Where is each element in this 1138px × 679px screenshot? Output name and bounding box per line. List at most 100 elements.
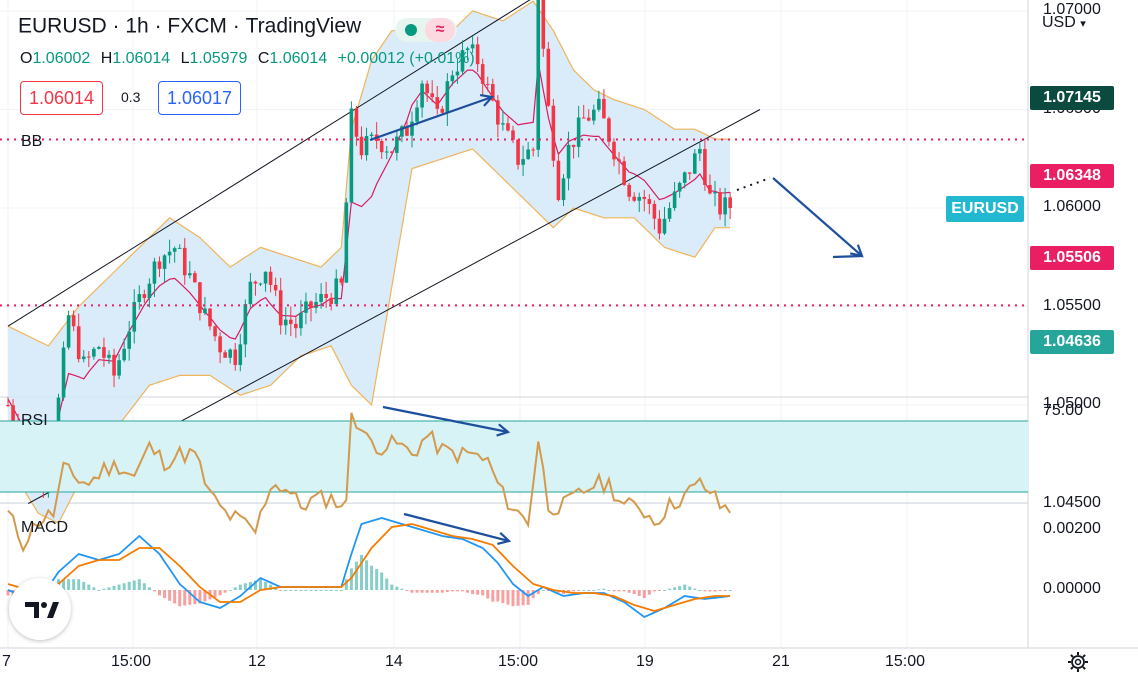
currency-selector[interactable]: USD ▾	[1042, 14, 1086, 32]
sell-button[interactable]: 1.06014	[20, 81, 104, 115]
macd-histogram-bar	[531, 590, 535, 599]
candle	[627, 184, 631, 197]
macd-histogram-bar	[461, 590, 464, 592]
candle	[203, 308, 207, 314]
candle	[506, 123, 510, 131]
macd-indicator-label[interactable]: MACD	[21, 519, 69, 536]
macd-axis-tick: 0.00000	[1043, 580, 1101, 597]
bb-indicator-label[interactable]: BB	[21, 133, 43, 150]
candle	[556, 160, 561, 201]
candle	[571, 144, 576, 147]
macd-histogram-bar	[294, 590, 298, 591]
candle	[122, 348, 126, 361]
candle	[243, 304, 248, 345]
time-axis-tick: 15:00	[498, 653, 539, 670]
macd-histogram-bar	[198, 590, 202, 604]
spread-value: 0.3	[121, 89, 141, 105]
candle	[703, 148, 707, 185]
macd-histogram-bar	[632, 590, 636, 595]
candle	[127, 331, 131, 349]
candle	[465, 48, 470, 51]
price-axis-tick: 1.05500	[1043, 296, 1101, 314]
bollinger-band-fill	[8, 1, 731, 524]
macd-histogram-bar	[718, 590, 722, 592]
macd-histogram-bar	[67, 579, 71, 590]
macd-histogram-bar	[526, 590, 530, 605]
time-axis-tick: 19	[636, 653, 654, 670]
candle	[198, 282, 202, 314]
macd-histogram-bar	[405, 590, 409, 591]
candle	[682, 172, 687, 183]
candle	[299, 312, 303, 329]
candle	[516, 139, 520, 165]
candle	[157, 261, 162, 269]
timeframe[interactable]: 1h	[125, 14, 149, 38]
macd-histogram-bar	[607, 590, 611, 591]
settings-gear-icon[interactable]	[1066, 650, 1090, 679]
candle	[334, 278, 339, 304]
macd-histogram-bar	[380, 572, 384, 590]
macd-histogram-bar	[173, 590, 177, 604]
candle	[475, 44, 480, 65]
macd-line	[7, 517, 731, 619]
rsi-indicator-label[interactable]: RSI	[21, 412, 48, 429]
tradingview-logo[interactable]	[9, 578, 71, 640]
macd-histogram-bar	[158, 590, 161, 596]
time-axis-tick: 7	[2, 653, 11, 670]
separator-dot: ·	[154, 14, 162, 38]
macd-histogram-bar	[62, 579, 66, 590]
close-value: 1.06014	[269, 50, 328, 67]
market-status-badge[interactable]: ≈	[395, 18, 457, 42]
chevron-down-icon: ▾	[1080, 18, 1086, 30]
symbol-name[interactable]: EURUSD	[18, 14, 107, 38]
candle	[152, 261, 157, 284]
candle	[339, 278, 344, 283]
symbol-price-tag: EURUSD	[946, 196, 1024, 222]
lower-level-price-tag: 1.05506	[1030, 246, 1114, 270]
candle	[359, 136, 364, 156]
candle	[223, 352, 227, 358]
candle	[713, 192, 717, 194]
candle	[384, 151, 389, 153]
macd-histogram-bar	[410, 590, 414, 593]
macd-divergence-arrow	[403, 512, 512, 546]
macd-histogram-bar	[693, 588, 697, 590]
candle	[430, 93, 434, 98]
macd-histogram-bar	[642, 590, 646, 599]
candle	[6, 405, 10, 406]
candle	[657, 218, 662, 234]
price-axis-tick: 1.07000	[1043, 0, 1101, 18]
macd-histogram-bar	[334, 590, 338, 591]
macd-histogram-bar	[597, 589, 601, 591]
candle	[193, 273, 197, 283]
macd-histogram-bar	[107, 587, 111, 590]
candle	[162, 255, 167, 269]
macd-histogram-bar	[319, 590, 323, 591]
support-price-tag: 1.04636	[1030, 330, 1114, 354]
time-axis-tick: 14	[385, 653, 403, 670]
macd-histogram-bar	[637, 590, 641, 597]
macd-histogram-bar	[188, 590, 192, 605]
chart-header: EURUSD · 1h · FXCM · TradingView	[18, 14, 361, 38]
buy-button[interactable]: 1.06017	[158, 81, 242, 115]
candle	[485, 83, 490, 85]
macd-histogram-bar	[723, 590, 727, 591]
candle	[177, 247, 182, 249]
macd-histogram-bar	[647, 590, 651, 595]
macd-histogram-bar	[663, 590, 666, 591]
macd-histogram-bar	[683, 584, 687, 590]
macd-histogram-bar	[203, 590, 207, 602]
price-axis-tick: 1.04500	[1043, 493, 1101, 511]
macd-histogram-bar	[127, 581, 131, 590]
macd-histogram-bar	[728, 590, 732, 591]
candle	[642, 196, 647, 200]
exchange: FXCM	[167, 14, 227, 38]
candle	[167, 251, 172, 256]
macd-histogram-bar	[536, 590, 540, 595]
macd-histogram-bar	[365, 560, 369, 590]
candle	[450, 75, 455, 82]
candle	[581, 117, 586, 119]
candle	[531, 149, 535, 151]
candle	[405, 126, 409, 136]
